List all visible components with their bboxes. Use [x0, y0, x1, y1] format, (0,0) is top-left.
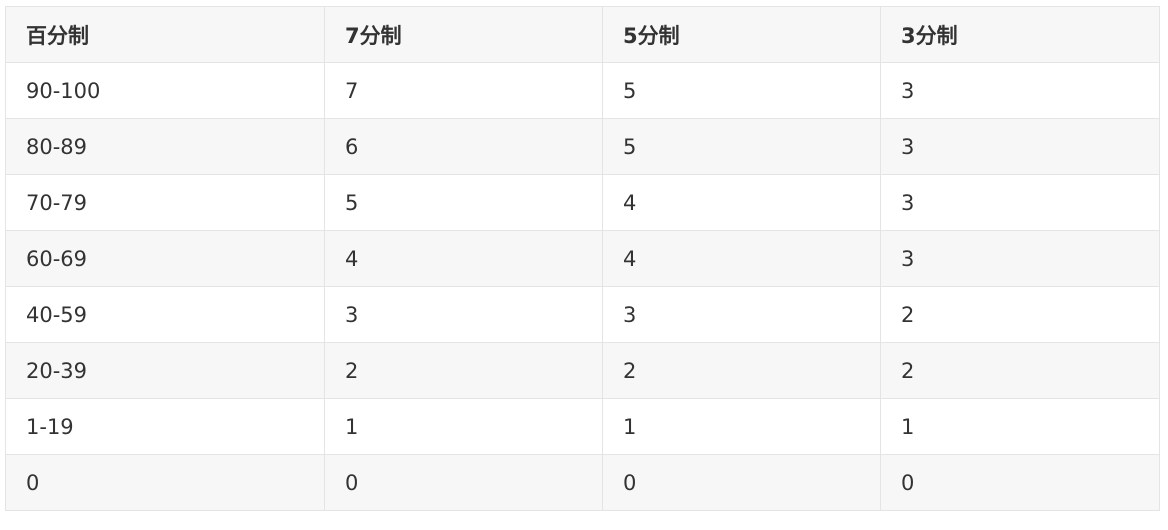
table-cell: 2	[602, 342, 881, 399]
header-cell-5-point: 5分制	[602, 6, 881, 63]
table-cell: 80-89	[5, 118, 325, 175]
table-cell: 3	[880, 118, 1160, 175]
table-cell: 5	[602, 62, 881, 119]
header-cell-3-point: 3分制	[880, 6, 1160, 63]
table-row: 0 0 0 0	[5, 454, 1160, 511]
table-header: 百分制 7分制 5分制 3分制	[5, 6, 1160, 63]
table-row: 40-59 3 3 2	[5, 286, 1160, 343]
table-cell: 1-19	[5, 398, 325, 455]
table-row: 90-100 7 5 3	[5, 62, 1160, 119]
table-cell: 20-39	[5, 342, 325, 399]
table-cell: 3	[324, 286, 603, 343]
table-cell: 90-100	[5, 62, 325, 119]
header-cell-percentage: 百分制	[5, 6, 325, 63]
table-row: 20-39 2 2 2	[5, 342, 1160, 399]
table-cell: 0	[324, 454, 603, 511]
table-cell: 1	[602, 398, 881, 455]
table-row: 80-89 6 5 3	[5, 118, 1160, 175]
table-cell: 0	[602, 454, 881, 511]
table-row: 60-69 4 4 3	[5, 230, 1160, 287]
table-cell: 60-69	[5, 230, 325, 287]
table-cell: 40-59	[5, 286, 325, 343]
table-cell: 5	[324, 174, 603, 231]
table-cell: 70-79	[5, 174, 325, 231]
header-row: 百分制 7分制 5分制 3分制	[5, 6, 1160, 63]
table-row: 1-19 1 1 1	[5, 398, 1160, 455]
table-cell: 2	[324, 342, 603, 399]
table-body: 90-100 7 5 3 80-89 6 5 3 70-79 5 4 3 60-…	[5, 62, 1160, 511]
table-cell: 4	[602, 230, 881, 287]
table-cell: 3	[880, 62, 1160, 119]
grade-conversion-table-container: 百分制 7分制 5分制 3分制 90-100 7 5 3 80-89 6 5 3…	[5, 6, 1160, 511]
table-cell: 3	[602, 286, 881, 343]
table-row: 70-79 5 4 3	[5, 174, 1160, 231]
table-cell: 4	[602, 174, 881, 231]
table-cell: 2	[880, 342, 1160, 399]
grade-conversion-table: 百分制 7分制 5分制 3分制 90-100 7 5 3 80-89 6 5 3…	[5, 6, 1160, 511]
table-cell: 4	[324, 230, 603, 287]
table-cell: 0	[5, 454, 325, 511]
table-cell: 1	[324, 398, 603, 455]
table-cell: 5	[602, 118, 881, 175]
table-cell: 3	[880, 174, 1160, 231]
table-cell: 2	[880, 286, 1160, 343]
table-cell: 0	[880, 454, 1160, 511]
table-cell: 6	[324, 118, 603, 175]
table-cell: 3	[880, 230, 1160, 287]
header-cell-7-point: 7分制	[324, 6, 603, 63]
table-cell: 7	[324, 62, 603, 119]
table-cell: 1	[880, 398, 1160, 455]
